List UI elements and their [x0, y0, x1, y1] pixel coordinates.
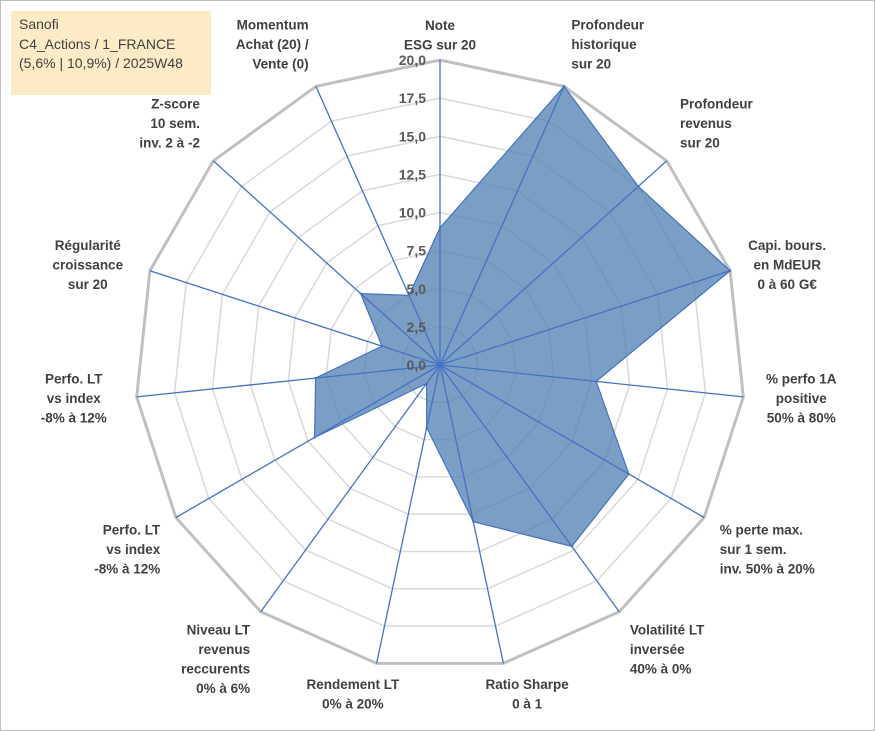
axis-label-line: Rendement LT — [306, 677, 400, 692]
axis-spoke — [375, 364, 441, 664]
spoke-layer — [136, 60, 744, 664]
axis-spoke — [149, 270, 441, 366]
tick-label: 12,5 — [399, 166, 426, 182]
series-area — [313, 85, 731, 547]
tick-label: 17,5 — [399, 90, 426, 106]
axis-spoke — [439, 364, 620, 613]
tick-label: 0,0 — [407, 357, 427, 373]
axis-label-line: ESG sur 20 — [404, 38, 476, 53]
axis-label-line: Vente (0) — [252, 56, 308, 71]
axis-label-line: 0 à 1 — [512, 696, 543, 711]
axis-spoke — [175, 364, 441, 519]
axis-label-line: sur 1 sem. — [720, 542, 787, 557]
axis-label-line: historique — [571, 37, 637, 52]
axis-label-line: Régularité — [55, 238, 122, 253]
axis-spoke — [260, 364, 441, 613]
axis-label-line: % perte max. — [720, 523, 803, 538]
axis-label-line: revenus — [198, 642, 250, 657]
axis-label-line: vs index — [47, 391, 102, 406]
axis-spoke — [136, 364, 441, 398]
axis-spoke — [439, 364, 505, 664]
axis-label-line: Momentum — [237, 17, 309, 32]
grid-ring — [135, 58, 745, 665]
axis-label: Z-score 10 sem. inv. 2 à -2 — [139, 96, 200, 150]
tick-label: 2,5 — [407, 319, 427, 335]
axis-label: % perfo 1A positive 50% à 80% — [766, 372, 837, 426]
portfolio-label: C4_Actions / 1_FRANCE — [19, 35, 176, 52]
portfolio-details: (5,6% | 10,9%) / 2025W48 — [19, 55, 183, 71]
axis-label-line: -8% à 12% — [94, 562, 160, 577]
info-box: Sanofi C4_Actions / 1_FRANCE (5,6% | 10,… — [11, 11, 211, 95]
axis-label-line: inv. 50% à 20% — [720, 562, 815, 577]
axis-spoke — [439, 364, 744, 398]
axis-label: Perfo. LT vs index -8% à 12% — [41, 372, 107, 426]
axis-label: Ratio Sharpe 0 à 1 — [486, 677, 570, 712]
axis-spoke — [439, 160, 668, 366]
tick-label: 20,0 — [399, 52, 426, 68]
tick-labels: 0,0 2,5 5,0 7,5 10,0 12,5 15,0 17,5 20,0 — [399, 52, 426, 373]
tick-label: 7,5 — [407, 243, 427, 259]
axis-label-line: reccurents — [181, 661, 250, 676]
axis-label-line: 50% à 80% — [767, 411, 836, 426]
tick-label: 5,0 — [407, 281, 427, 297]
axis-spoke — [212, 160, 441, 366]
axis-label: Niveau LT revenus reccurents 0% à 6% — [181, 622, 251, 696]
axis-label-line: sur 20 — [571, 56, 611, 71]
axis-label: Profondeur revenus sur 20 — [680, 96, 753, 150]
axis-label-line: Volatilité LT — [630, 622, 705, 637]
tick-label: 10,0 — [399, 205, 426, 221]
axis-label-line: inversée — [630, 642, 685, 657]
axis-spoke — [315, 86, 441, 366]
axis-label-line: Niveau LT — [187, 622, 251, 637]
axis-label-line: 10 sem. — [150, 116, 200, 131]
axis-label: Momentum Achat (20) / Vente (0) — [236, 17, 309, 71]
axis-label: Note ESG sur 20 — [404, 18, 476, 53]
company-name: Sanofi — [19, 16, 59, 32]
tick-label: 15,0 — [399, 128, 426, 144]
axis-label: Capi. bours. en MdEUR 0 à 60 G€ — [748, 238, 826, 292]
axis-label: Régularité croissance sur 20 — [53, 238, 124, 292]
axis-label-line: 0% à 6% — [196, 681, 250, 696]
axis-label: Volatilité LT inversée 40% à 0% — [630, 622, 705, 676]
axis-label: Rendement LT 0% à 20% — [306, 677, 400, 712]
axis-label-line: inv. 2 à -2 — [139, 135, 200, 150]
axis-label-line: Note — [425, 18, 455, 33]
axis-label-line: positive — [776, 391, 828, 406]
axis-label-line: 40% à 0% — [630, 661, 692, 676]
axis-label-line: revenus — [680, 116, 732, 131]
axis-spoke — [439, 364, 705, 519]
axis-label-line: sur 20 — [680, 135, 720, 150]
axis-labels: Note ESG sur 20 Profondeur historique sur 20… — [41, 17, 837, 711]
axis-label: Perfo. LT vs index -8% à 12% — [94, 523, 161, 577]
axis-label-line: Ratio Sharpe — [486, 677, 570, 692]
axis-label: Profondeur historique sur 20 — [571, 17, 644, 71]
axis-label-line: Profondeur — [571, 17, 644, 32]
axis-label-line: -8% à 12% — [41, 411, 107, 426]
axis-label-line: Z-score — [151, 96, 200, 111]
axis-label-line: en MdEUR — [753, 257, 821, 272]
axis-label-line: sur 20 — [68, 277, 108, 292]
axis-label-line: croissance — [53, 257, 124, 272]
axis-label-line: 0% à 20% — [322, 696, 384, 711]
axis-label-line: Profondeur — [680, 96, 753, 111]
axis-label: % perte max. sur 1 sem. inv. 50% à 20% — [720, 523, 815, 577]
axis-label-line: Achat (20) / — [236, 37, 309, 52]
axis-spoke — [439, 86, 565, 366]
axis-label-line: Capi. bours. — [748, 238, 826, 253]
axis-label-line: vs index — [106, 542, 161, 557]
axis-label-line: Perfo. LT — [103, 523, 161, 538]
axis-spoke — [439, 270, 731, 366]
axis-label-line: 0 à 60 G€ — [758, 277, 818, 292]
axis-label-line: % perfo 1A — [766, 372, 837, 387]
axis-label-line: Perfo. LT — [45, 372, 103, 387]
